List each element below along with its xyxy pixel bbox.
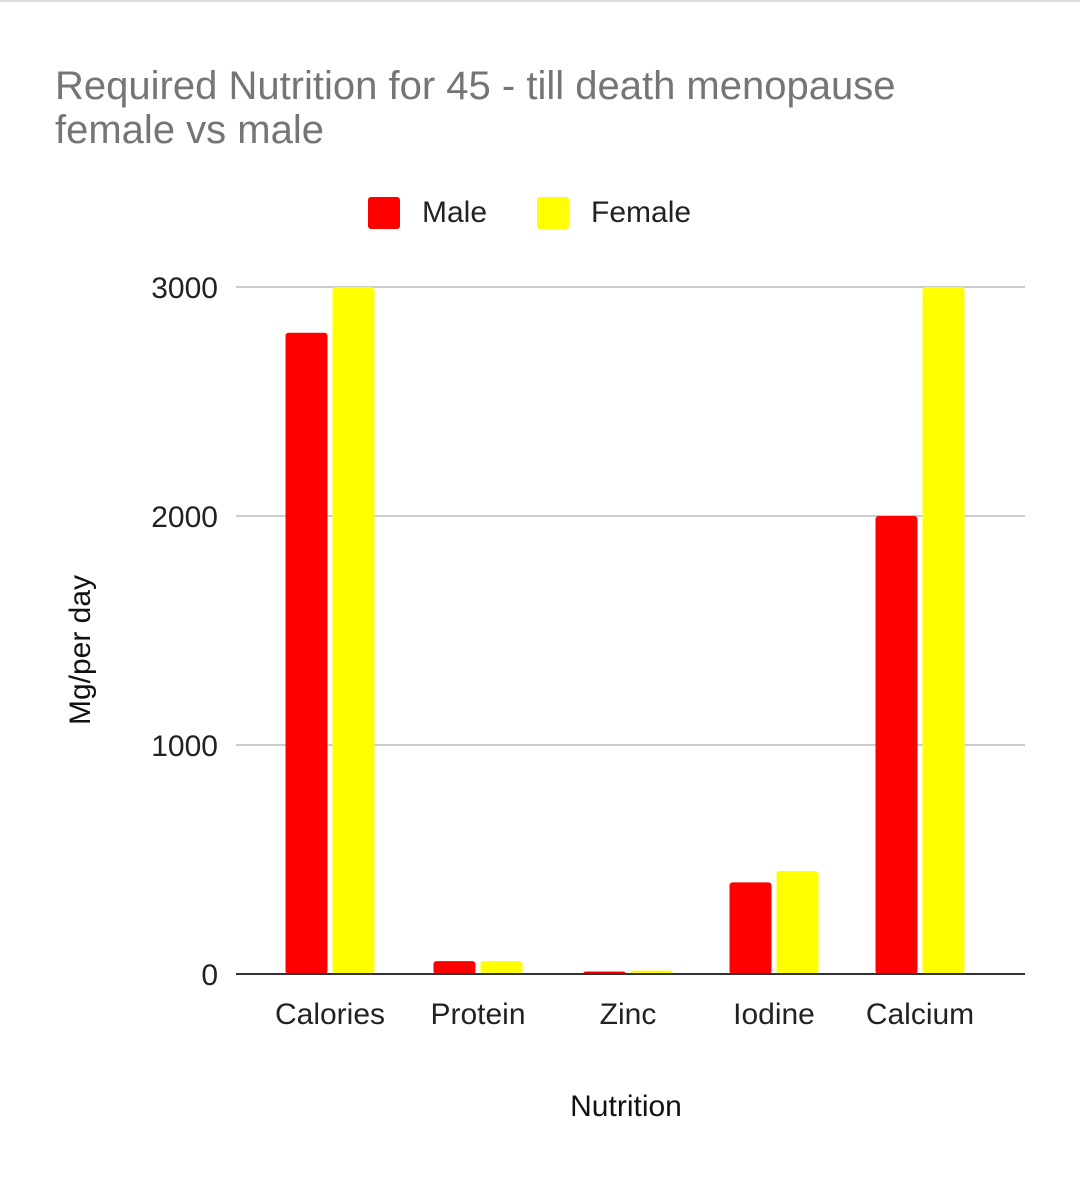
bars <box>285 287 965 974</box>
x-tick-label: Calcium <box>866 998 974 1031</box>
bar-female-protein <box>480 961 523 974</box>
legend-label-female: Female <box>591 196 692 229</box>
x-axis-title: Nutrition <box>570 1090 682 1123</box>
y-tick-label: 1000 <box>151 730 218 763</box>
legend-item-female: Female <box>537 196 691 230</box>
chart-legend: Male Female <box>368 196 741 230</box>
tick-labels: 0 1000 2000 3000 Calories Protein Zinc Iodine Ca… <box>151 272 974 1031</box>
bar-female-iodine <box>776 870 819 974</box>
bar-female-calcium <box>922 287 965 974</box>
top-divider <box>0 0 1080 2</box>
x-tick-label: Protein <box>430 998 525 1031</box>
bar-male-iodine <box>729 882 772 974</box>
y-tick-label: 3000 <box>151 272 218 305</box>
chart-title: Required Nutrition for 45 - till death m… <box>55 64 896 152</box>
x-tick-label: Calories <box>275 998 385 1031</box>
legend-swatch-female <box>537 197 570 229</box>
y-axis-title: Mg/per day <box>64 575 97 725</box>
legend-swatch-male <box>368 197 400 229</box>
bar-male-calories <box>285 332 328 974</box>
bar-male-protein <box>433 961 476 974</box>
legend-item-male: Male <box>368 196 487 230</box>
y-tick-label: 0 <box>201 959 218 992</box>
x-tick-label: Iodine <box>733 998 815 1031</box>
x-tick-label: Zinc <box>600 998 657 1031</box>
y-tick-label: 2000 <box>151 501 218 534</box>
bar-male-calcium <box>875 516 918 974</box>
bar-female-calories <box>332 287 375 974</box>
legend-label-male: Male <box>422 196 488 229</box>
